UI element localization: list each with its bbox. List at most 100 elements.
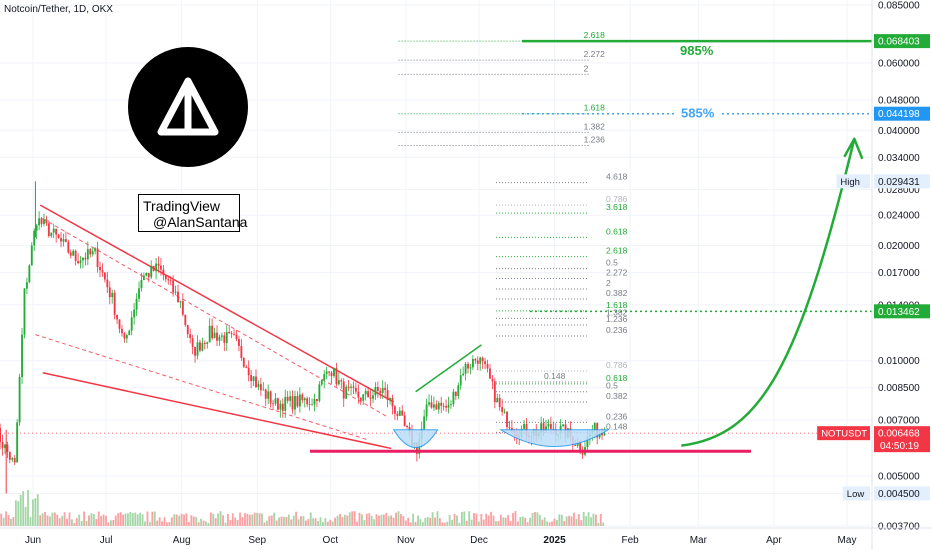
volume-bar: [380, 514, 383, 526]
fib-level-label: 0.5: [606, 258, 618, 268]
volume-bar: [127, 513, 129, 526]
volume-bar: [202, 520, 205, 526]
fib-level-label: 2.618: [584, 30, 606, 40]
fib-level-label: 0.786: [606, 360, 628, 370]
candle-body: [442, 405, 445, 407]
candle-body: [99, 267, 101, 271]
candle-body: [138, 288, 140, 299]
volume-bar: [10, 518, 12, 526]
volume-bar: [180, 513, 183, 526]
candle-body: [362, 394, 365, 401]
volume-bar: [580, 520, 583, 526]
volume-bar: [12, 517, 15, 526]
volume-bar: [463, 511, 466, 526]
candle-body: [43, 219, 45, 224]
volume-bar: [92, 513, 95, 526]
volume-bar: [480, 514, 483, 526]
volume-bar: [390, 515, 393, 526]
volume-bar: [392, 517, 395, 526]
candle-body: [181, 301, 184, 315]
price-label-bg: [874, 174, 930, 189]
candle-body: [84, 257, 87, 260]
candle-body: [259, 384, 262, 391]
volume-bar: [577, 514, 580, 526]
candle-body: [155, 263, 158, 272]
candle-body: [340, 380, 343, 382]
candle-body: [106, 279, 109, 288]
volume-bar: [341, 517, 344, 526]
volume-bar: [385, 512, 388, 526]
candle-body: [225, 331, 228, 343]
volume-bar: [285, 517, 288, 526]
volume-bar: [300, 516, 302, 526]
volume-bar: [265, 520, 268, 526]
volume-bar: [358, 512, 361, 526]
volume-bar: [548, 522, 551, 526]
candle-body: [40, 218, 43, 224]
notcoin-logo: [128, 47, 248, 167]
volume-bar: [473, 512, 475, 526]
volume-bar: [343, 514, 346, 526]
candle-body: [452, 391, 455, 405]
volume-bar: [139, 512, 142, 526]
volume-bar: [283, 516, 285, 526]
volume-bar: [292, 515, 295, 526]
volume-bar: [314, 518, 317, 526]
volume-bar: [229, 520, 232, 526]
volume-bar: [214, 518, 217, 526]
fib-level-label: 0.382: [606, 391, 628, 401]
price-label-value: 0.029431: [878, 177, 920, 188]
volume-bar: [36, 494, 39, 526]
volume-bar: [431, 512, 434, 526]
candle-body: [450, 404, 452, 405]
volume-bar: [460, 512, 463, 526]
volume-bar: [136, 514, 139, 526]
volume-bar: [83, 511, 86, 526]
candle-body: [203, 342, 206, 344]
volume-bar: [502, 517, 505, 526]
volume-bar: [536, 512, 539, 526]
candle-body: [508, 427, 511, 429]
candle-body: [481, 357, 484, 362]
volume-bar: [534, 512, 536, 526]
volume-bar: [41, 513, 44, 526]
candle-body: [308, 404, 311, 406]
volume-bar: [258, 513, 261, 526]
candle-body: [157, 263, 160, 266]
price-axis-tick: 0.024000: [878, 211, 920, 222]
candle-body: [135, 298, 138, 310]
volume-bar: [200, 518, 202, 526]
candle-body: [74, 250, 77, 261]
volume-bar: [32, 499, 34, 526]
volume-bar: [66, 518, 68, 526]
volume-bar: [63, 512, 66, 526]
price-axis-tick: 0.008500: [878, 383, 920, 394]
volume-bar: [555, 520, 558, 526]
volume-bar: [407, 517, 410, 526]
volume-bar: [402, 516, 405, 526]
candle-body: [298, 394, 301, 407]
price-axis-tick: 0.085000: [878, 1, 920, 12]
volume-bar: [122, 514, 125, 526]
candle-body: [289, 396, 292, 401]
candle-body: [150, 265, 153, 278]
candle-body: [242, 357, 245, 367]
brand-line-2: @AlanSantana: [153, 214, 248, 230]
fib-level-label: 2.272: [606, 268, 628, 278]
volume-bar: [119, 512, 122, 526]
candle-body: [86, 249, 89, 260]
candle-body: [111, 292, 114, 298]
fib-level-label: 0.148: [544, 371, 566, 381]
candle-body: [218, 336, 221, 341]
volume-bar: [512, 512, 514, 526]
candle-body: [191, 338, 194, 347]
volume-bar: [570, 516, 573, 526]
volume-bar: [241, 517, 244, 526]
price-label-bg: [874, 106, 930, 121]
candle-body: [189, 334, 192, 339]
candle-body: [57, 234, 60, 238]
volume-bar: [248, 514, 251, 526]
price-label-countdown: 04:50:19: [880, 441, 919, 452]
